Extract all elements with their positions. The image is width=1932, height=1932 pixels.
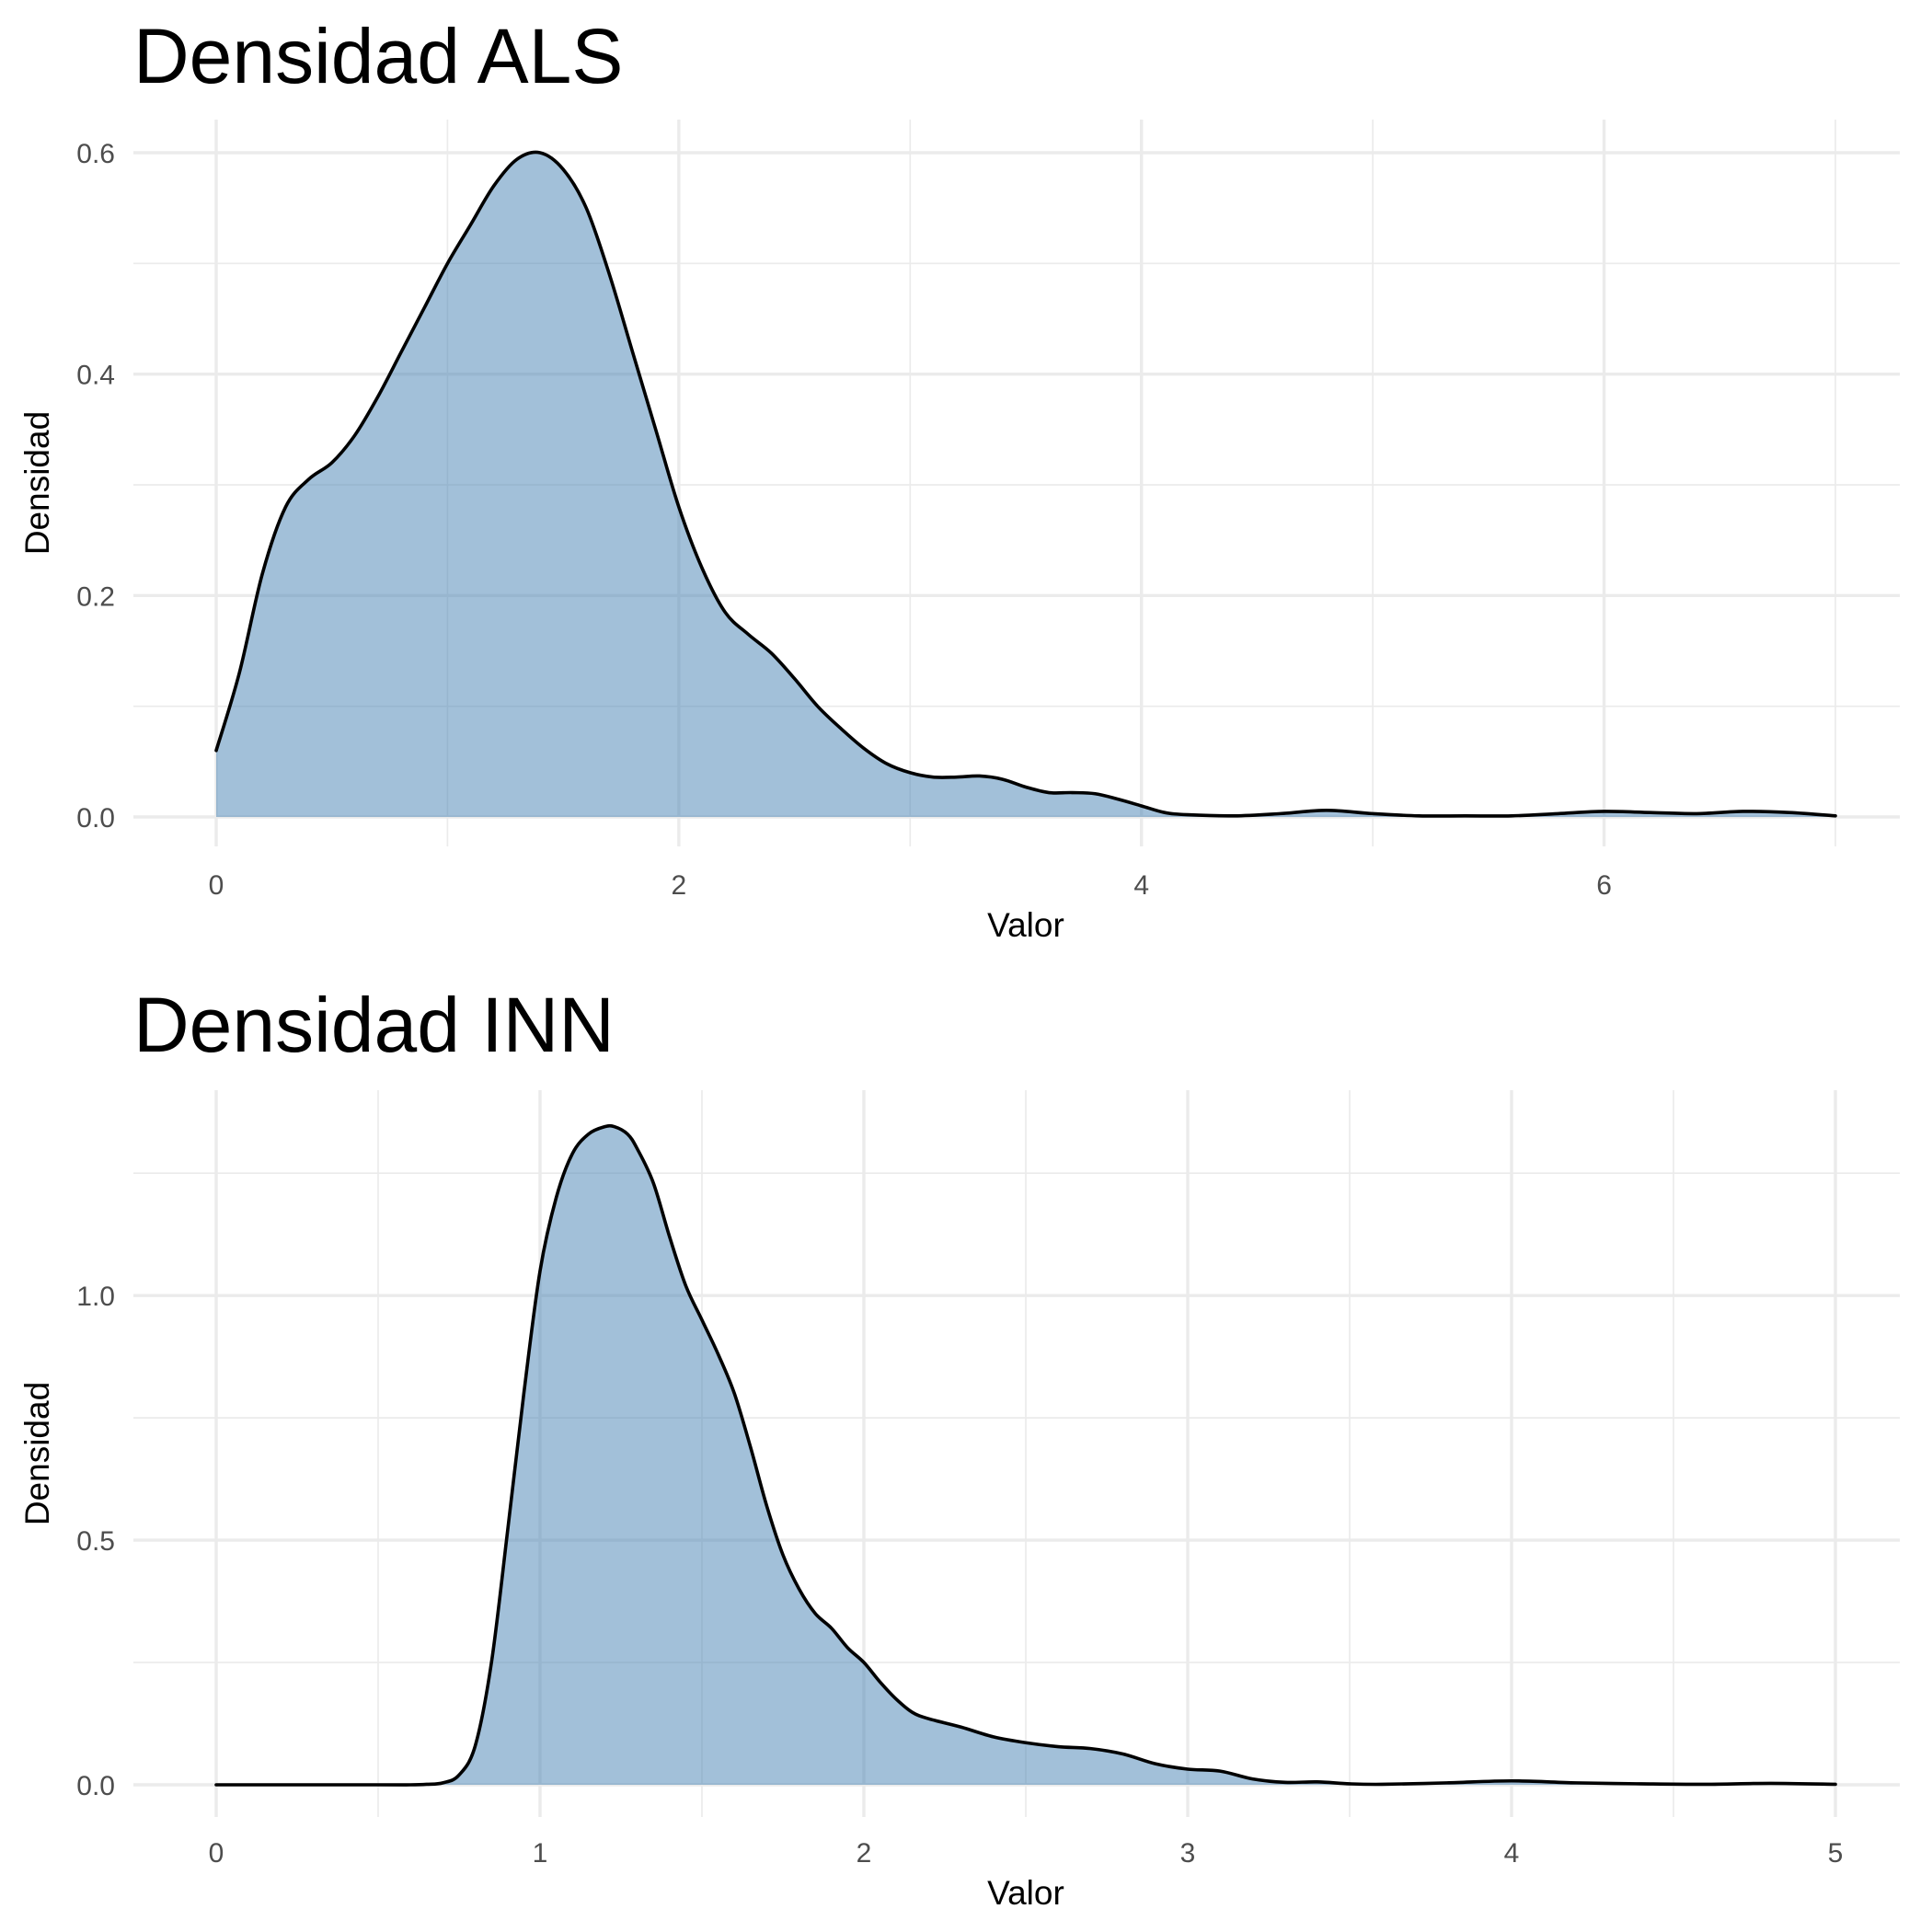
y-tick-label: 0.6 bbox=[76, 139, 115, 169]
y-tick-labels: 0.0 0.5 1.0 bbox=[76, 1282, 115, 1801]
chart-panel-inn: Densidad INN 0 1 2 3 4 5 0.0 0.5 1.0 Valor Dens… bbox=[18, 982, 1900, 1912]
y-tick-label: 0.0 bbox=[76, 1771, 115, 1801]
x-tick-label: 5 bbox=[1828, 1838, 1844, 1869]
x-tick-labels: 0 1 2 3 4 5 bbox=[209, 1838, 1844, 1869]
chart-title: Densidad INN bbox=[133, 982, 615, 1068]
density-line bbox=[214, 150, 1837, 818]
x-tick-label: 6 bbox=[1596, 870, 1612, 901]
y-tick-label: 1.0 bbox=[76, 1282, 115, 1312]
x-axis-label: Valor bbox=[987, 1874, 1064, 1912]
y-tick-label: 0.0 bbox=[76, 803, 115, 834]
y-axis-label: Densidad bbox=[18, 1382, 56, 1525]
x-tick-label: 3 bbox=[1180, 1838, 1196, 1869]
x-tick-label: 1 bbox=[533, 1838, 548, 1869]
x-tick-label: 2 bbox=[857, 1838, 872, 1869]
chart-panel-als: Densidad ALS 0 2 4 6 0.0 0.2 0.4 0.6 Valor Den… bbox=[18, 13, 1900, 944]
y-tick-label: 0.2 bbox=[76, 581, 115, 612]
x-axis-label: Valor bbox=[987, 906, 1064, 944]
y-tick-label: 0.5 bbox=[76, 1526, 115, 1557]
x-tick-label: 4 bbox=[1504, 1838, 1520, 1869]
chart-title: Densidad ALS bbox=[133, 13, 623, 99]
y-axis-label: Densidad bbox=[18, 411, 56, 555]
x-tick-labels: 0 2 4 6 bbox=[209, 870, 1612, 901]
x-tick-label: 4 bbox=[1133, 870, 1149, 901]
x-tick-label: 0 bbox=[209, 870, 224, 901]
y-tick-label: 0.4 bbox=[76, 361, 115, 391]
density-line bbox=[214, 1123, 1837, 1787]
x-tick-label: 0 bbox=[209, 1838, 224, 1869]
x-tick-label: 2 bbox=[672, 870, 687, 901]
gridlines bbox=[133, 1090, 1900, 1817]
density-area bbox=[216, 1125, 1835, 1786]
y-tick-labels: 0.0 0.2 0.4 0.6 bbox=[76, 139, 115, 834]
